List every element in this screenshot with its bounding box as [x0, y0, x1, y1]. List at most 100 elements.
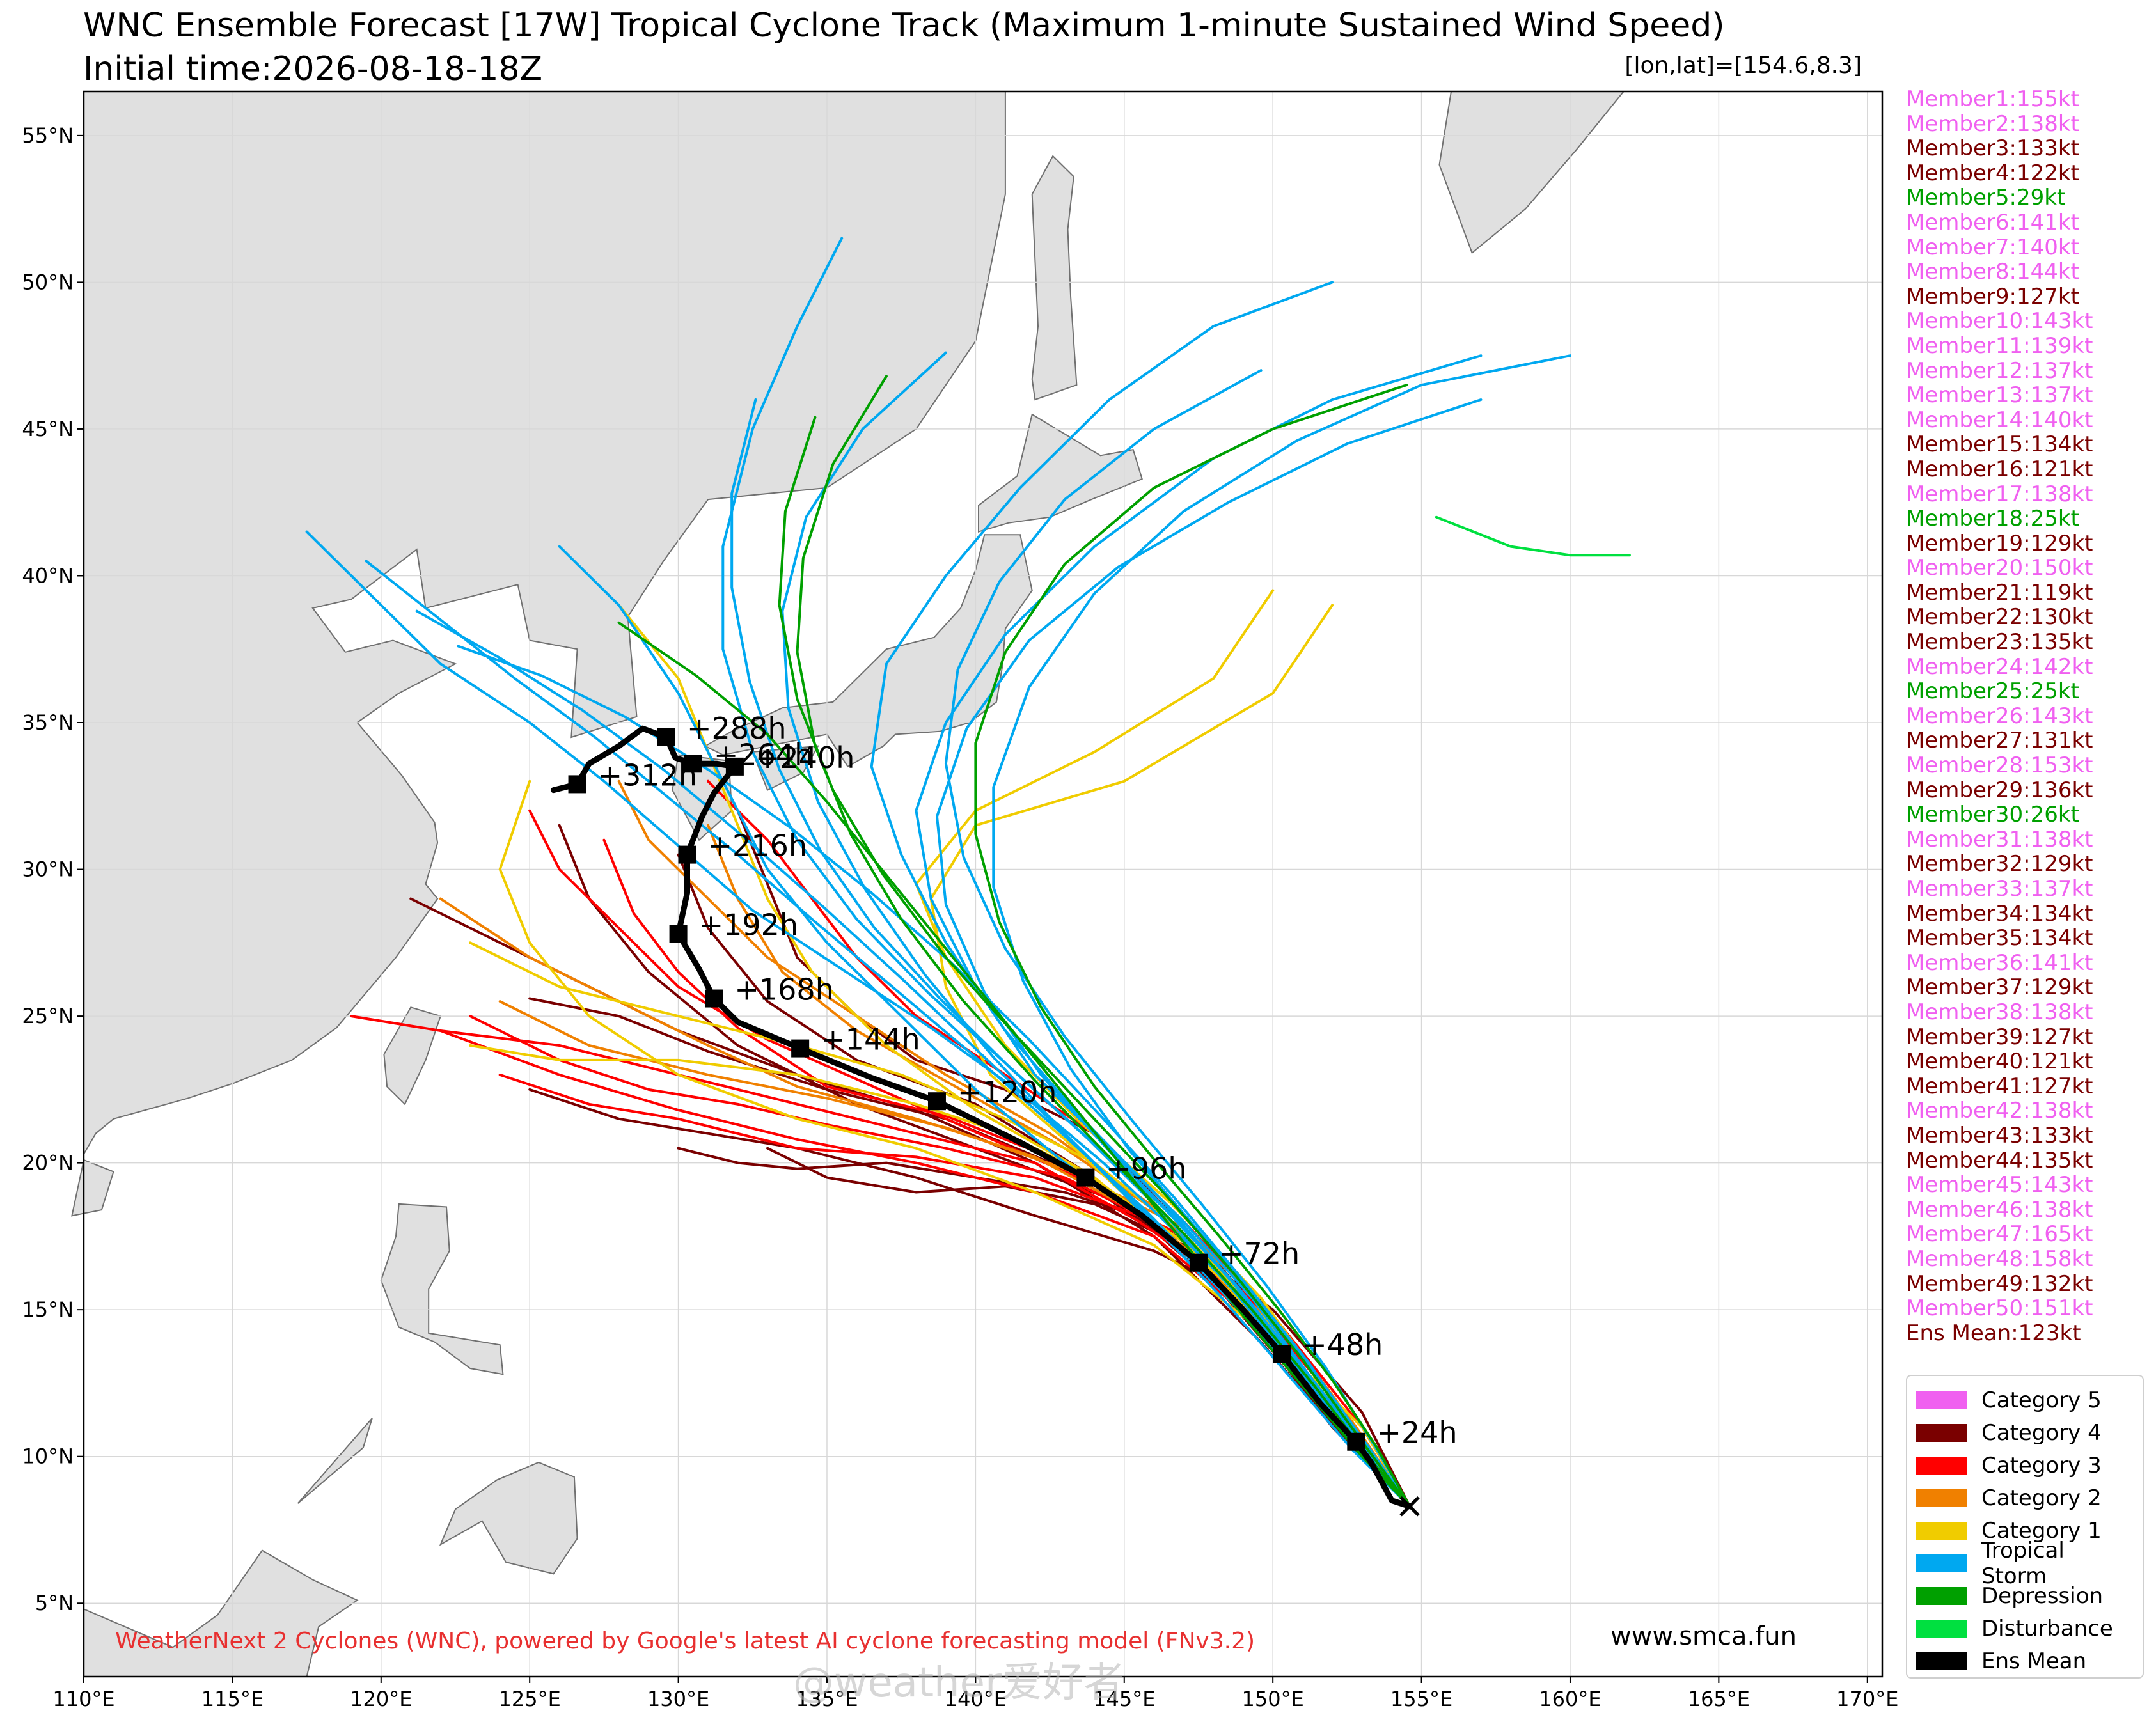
forecast-hour-label: +48h: [1302, 1327, 1383, 1362]
legend-label: Category 1: [1981, 1517, 2102, 1544]
member-track: [707, 779, 1411, 1508]
member-intensity-entry: Member14:140kt: [1906, 407, 2093, 433]
member-intensity-entry: Member29:136kt: [1906, 777, 2093, 803]
member-intensity-entry: Member1:155kt: [1906, 86, 2079, 112]
member-track: [781, 351, 1411, 1508]
member-intensity-entry: Member45:143kt: [1906, 1172, 2093, 1198]
lon-tick-label: 120°E: [350, 1687, 412, 1711]
forecast-hour-label: +24h: [1376, 1416, 1457, 1450]
member-intensity-entry: Member41:127kt: [1906, 1073, 2093, 1099]
member-intensity-entry: Member42:138kt: [1906, 1098, 2093, 1124]
member-intensity-entry: Member21:119kt: [1906, 579, 2093, 606]
member-intensity-entry: Member49:132kt: [1906, 1271, 2093, 1297]
ens-mean-marker: [1347, 1432, 1365, 1451]
member-intensity-entry: Member17:138kt: [1906, 481, 2093, 507]
sakhalin-land: [1031, 155, 1078, 401]
member-intensity-entry: Member27:131kt: [1906, 728, 2093, 754]
lat-tick-label: 5°N: [35, 1591, 74, 1615]
member-intensity-entry: Member8:144kt: [1906, 259, 2079, 285]
borneo-land: [83, 1549, 359, 1677]
kamchatka-land: [1438, 91, 1625, 254]
legend-swatch: [1916, 1652, 1967, 1670]
lat-tick-label: 55°N: [22, 123, 74, 148]
member-intensity-entry: Member44:135kt: [1906, 1147, 2093, 1173]
member-track: [915, 589, 1411, 1508]
member-intensity-entry: Member15:134kt: [1906, 432, 2093, 458]
legend-swatch: [1916, 1586, 1967, 1605]
member-intensity-list: Member1:155kt Member2:138kt Member3:133kt M…: [1906, 87, 2093, 1345]
shikoku-land: [751, 745, 819, 791]
forecast-hour-label: +312h: [598, 758, 698, 792]
forecast-hour-label: +120h: [957, 1075, 1057, 1109]
member-intensity-entry: Member4:122kt: [1906, 160, 2079, 186]
model-credit: WeatherNext 2 Cyclones (WNC), powered by…: [115, 1628, 1255, 1654]
legend-label: Category 2: [1981, 1485, 2102, 1511]
forecast-hour-label: +144h: [821, 1022, 920, 1057]
legend-swatch: [1916, 1489, 1967, 1507]
ens-mean-marker: [568, 775, 586, 794]
chart-subtitle: Initial time:2026-08-18-18Z: [83, 50, 543, 88]
lon-tick-label: 125°E: [499, 1687, 561, 1711]
member-intensity-entry: Member10:143kt: [1906, 308, 2093, 334]
website-label: www.smca.fun: [1610, 1622, 1797, 1651]
lon-tick-label: 165°E: [1688, 1687, 1750, 1711]
land-layer: [71, 91, 1625, 1677]
visayas-mindanao-land: [439, 1461, 578, 1575]
lat-tick-label: 50°N: [22, 270, 74, 294]
member-intensity-entry: Member30:26kt: [1906, 802, 2079, 828]
member-intensity-entry: Member7:140kt: [1906, 234, 2079, 260]
member-track: [915, 354, 1483, 1508]
legend-label: Category 3: [1981, 1452, 2102, 1478]
legend-swatch: [1916, 1391, 1967, 1409]
legend-entry: Tropical Storm: [1916, 1538, 2134, 1589]
lat-tick-label: 45°N: [22, 417, 74, 441]
legend-swatch: [1916, 1619, 1967, 1638]
member-intensity-entry: Member37:129kt: [1906, 974, 2093, 1001]
forecast-hour-label: +288h: [687, 711, 787, 746]
member-track: [929, 604, 1411, 1508]
palawan-land: [297, 1418, 373, 1504]
lat-tick-label: 35°N: [22, 710, 74, 735]
forecast-hour-label: +192h: [699, 908, 799, 943]
member-track: [617, 621, 1411, 1508]
forecast-hour-label: +216h: [708, 829, 808, 863]
legend-label: Tropical Storm: [1981, 1537, 2065, 1589]
initial-position: [lon,lat]=[154.6,8.3]: [1625, 52, 1862, 79]
map-axes: 110°E 115°E 120°E 125°E 130°E 135°E 140°E 145°E…: [22, 123, 1898, 1711]
member-intensity-entry: Member46:138kt: [1906, 1196, 2093, 1223]
forecast-hour-label: +168h: [734, 973, 834, 1007]
lon-tick-label: 135°E: [796, 1687, 858, 1711]
member-intensity-entry: Ens Mean:123kt: [1906, 1320, 2081, 1346]
ens-mean-line: [550, 725, 1413, 1510]
member-intensity-entry: Member47:165kt: [1906, 1221, 2093, 1248]
member-track: [677, 1147, 1411, 1508]
legend-entry: Category 3: [1916, 1449, 2134, 1482]
legend-entry: Category 2: [1916, 1482, 2134, 1514]
forecast-hour-label: +264h: [714, 737, 814, 772]
lon-tick-label: 110°E: [52, 1687, 114, 1711]
lon-tick-label: 115°E: [201, 1687, 264, 1711]
member-track: [936, 398, 1483, 1508]
member-track: [944, 369, 1411, 1508]
luzon-land: [380, 1203, 504, 1375]
member-intensity-entry: Member28:153kt: [1906, 753, 2093, 779]
ens-mean-marker: [725, 757, 744, 776]
map-frame: [83, 90, 1884, 1678]
lon-tick-label: 170°E: [1836, 1687, 1898, 1711]
legend-swatch: [1916, 1423, 1967, 1442]
ens-mean-track: +24h +48h +72h +96h +120h +144h +168h +192h +216…: [550, 711, 1458, 1517]
hainan-land: [71, 1159, 114, 1217]
member-track: [778, 416, 1411, 1508]
legend-entry: Category 4: [1916, 1416, 2134, 1449]
legend-label: Ens Mean: [1981, 1648, 2087, 1674]
member-track: [796, 375, 1411, 1508]
legend-entry: Category 5: [1916, 1384, 2134, 1416]
member-intensity-entry: Member50:151kt: [1906, 1295, 2093, 1322]
lon-tick-label: 155°E: [1390, 1687, 1452, 1711]
member-intensity-entry: Member26:143kt: [1906, 703, 2093, 729]
ens-mean-marker: [657, 728, 675, 746]
member-intensity-entry: Member43:133kt: [1906, 1122, 2093, 1148]
lat-tick-label: 15°N: [22, 1297, 74, 1322]
category-legend: Category 5 Category 4 Category 3 Category 2…: [1906, 1375, 2144, 1679]
member-intensity-entry: Member38:138kt: [1906, 999, 2093, 1025]
